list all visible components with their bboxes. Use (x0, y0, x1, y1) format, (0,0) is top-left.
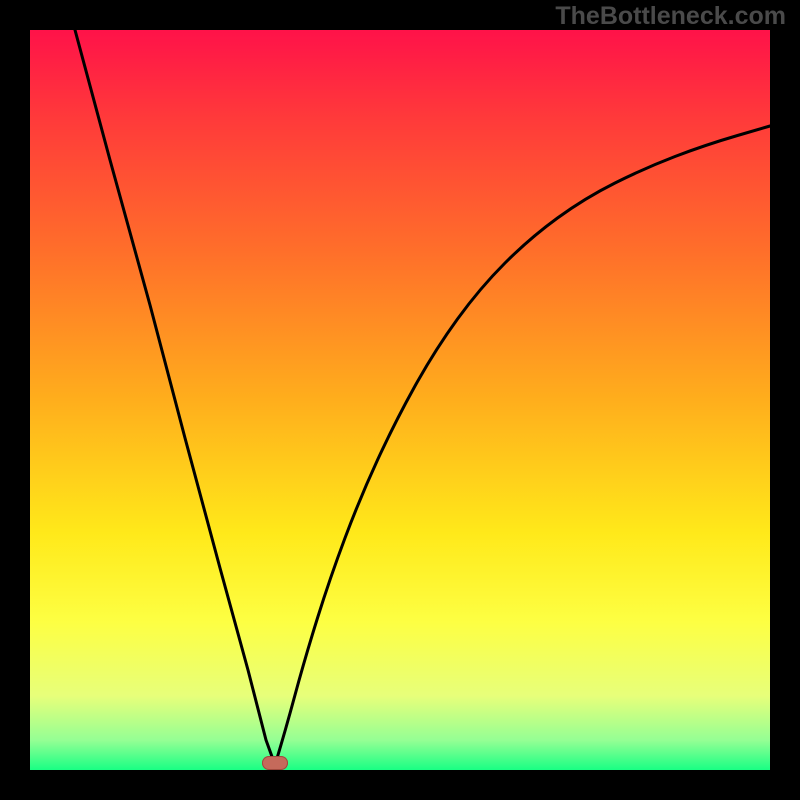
chart-frame: TheBottleneck.com (0, 0, 800, 800)
frame-border-right (770, 0, 800, 800)
watermark-text: TheBottleneck.com (555, 2, 786, 31)
plot-area (30, 30, 770, 770)
frame-border-bottom (0, 770, 800, 800)
left-branch (75, 30, 275, 765)
right-branch (275, 126, 770, 765)
v-curve (30, 30, 770, 770)
minimum-marker (262, 756, 288, 770)
frame-border-left (0, 0, 30, 800)
